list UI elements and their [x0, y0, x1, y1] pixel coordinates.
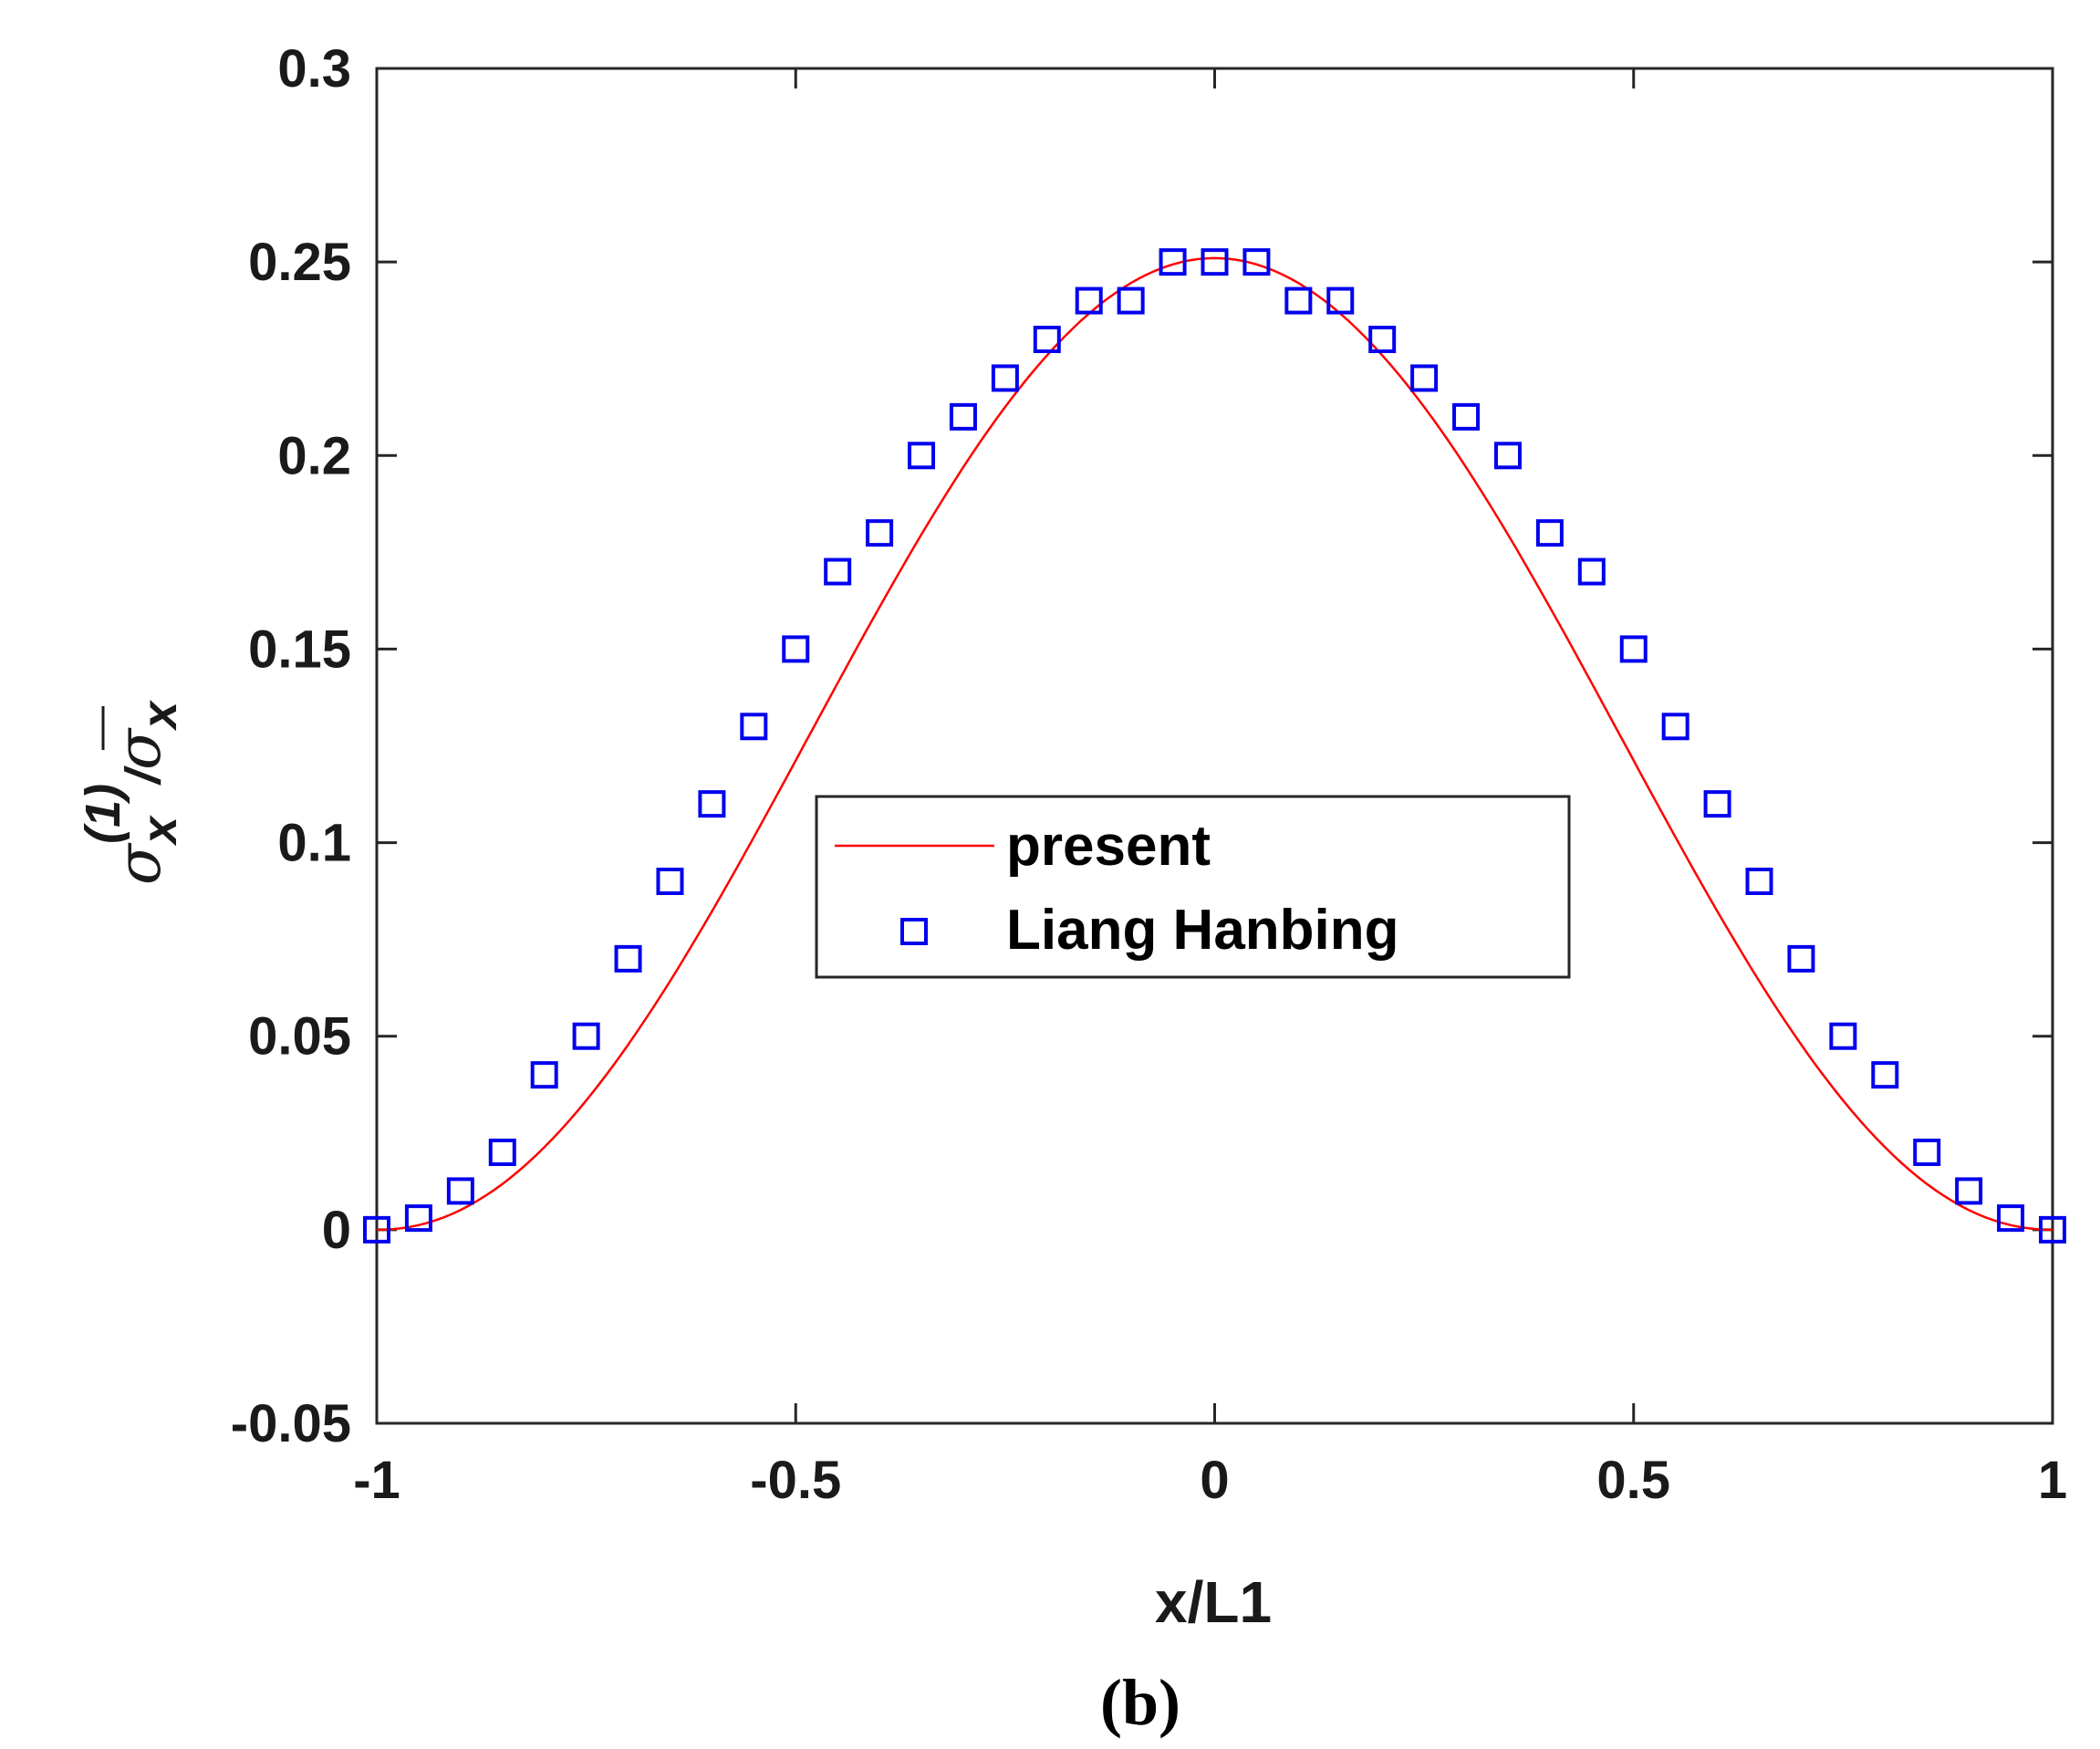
marker-liang-hanbing: [1787, 944, 1815, 973]
ylabel-subscript-2: x: [132, 700, 187, 732]
marker-liang-hanbing: [488, 1139, 516, 1166]
y-tick-label: 0.1: [277, 814, 351, 873]
x-tick-label: 0: [1200, 1451, 1229, 1510]
marker-liang-hanbing: [404, 1204, 432, 1233]
y-tick-label: 0.25: [248, 233, 351, 292]
marker-liang-hanbing: [1577, 557, 1606, 586]
marker-liang-hanbing: [363, 1215, 390, 1244]
marker-liang-hanbing: [1871, 1061, 1899, 1089]
marker-liang-hanbing: [1033, 326, 1061, 353]
marker-liang-hanbing: [1075, 286, 1103, 315]
ylabel-slash: /: [116, 765, 171, 786]
marker-liang-hanbing: [1619, 635, 1648, 663]
marker-liang-hanbing: [740, 713, 768, 741]
marker-liang-hanbing: [949, 402, 977, 431]
figure-caption: (b): [1100, 1666, 1180, 1739]
y-tick-label: 0.05: [248, 1007, 351, 1067]
marker-liang-hanbing: [824, 557, 852, 586]
ylabel-symbol-2: σ: [104, 727, 174, 770]
marker-liang-hanbing: [1997, 1204, 2025, 1233]
marker-liang-hanbing: [698, 790, 726, 818]
ylabel-subscript: x: [132, 815, 187, 847]
marker-liang-hanbing: [1368, 326, 1397, 353]
marker-liang-hanbing: [1410, 364, 1439, 392]
legend-label-present: present: [1006, 815, 1211, 878]
marker-liang-hanbing: [1661, 713, 1689, 741]
marker-liang-hanbing: [1493, 442, 1522, 470]
marker-liang-hanbing: [1913, 1139, 1941, 1166]
legend: present Liang Hanbing: [815, 795, 1571, 979]
marker-liang-hanbing: [1326, 286, 1355, 315]
x-axis-label: x/L1: [1155, 1569, 1272, 1635]
series-layer: [363, 248, 2066, 1244]
tick-labels: -1 -0.5 0 0.5 1 -0.05 0 0.05 0.1 0.15 0.2 0.25 0.3: [231, 39, 2067, 1510]
marker-liang-hanbing: [1201, 248, 1229, 276]
marker-liang-hanbing: [1829, 1022, 1857, 1050]
legend-marker-sample: [900, 918, 928, 945]
marker-liang-hanbing: [866, 519, 894, 547]
y-tick-label: 0.3: [277, 39, 351, 99]
marker-liang-hanbing: [1117, 286, 1145, 315]
y-tick-label: -0.05: [231, 1394, 351, 1453]
y-tick-label: 0.2: [277, 426, 351, 485]
legend-label-liang-hanbing: Liang Hanbing: [1006, 899, 1399, 962]
marker-liang-hanbing: [656, 868, 684, 895]
plot-area: -1 -0.5 0 0.5 1 -0.05 0 0.05 0.1 0.15 0.2 0.25 0.3: [231, 39, 2067, 1510]
y-tick-label: 0: [322, 1201, 351, 1260]
x-tick-label: -0.5: [750, 1451, 841, 1510]
marker-liang-hanbing: [614, 944, 642, 973]
x-tick-label: -1: [353, 1451, 400, 1510]
marker-liang-hanbing: [1284, 286, 1313, 315]
marker-liang-hanbing: [1242, 248, 1271, 276]
marker-liang-hanbing: [2039, 1215, 2066, 1244]
x-tick-label: 0.5: [1596, 1451, 1670, 1510]
ylabel-symbol: σ: [104, 842, 174, 885]
legend-box: [815, 795, 1571, 979]
marker-liang-hanbing: [572, 1022, 600, 1050]
marker-liang-hanbing: [908, 442, 936, 470]
marker-liang-hanbing: [530, 1061, 558, 1089]
marker-liang-hanbing: [1452, 402, 1481, 431]
marker-liang-hanbing: [1955, 1177, 1983, 1205]
y-tick-label: 0.15: [248, 619, 351, 679]
ylabel-superscript: (1): [76, 784, 130, 844]
x-tick-label: 1: [2038, 1451, 2067, 1510]
marker-liang-hanbing: [1535, 519, 1564, 547]
series-line-present: [376, 256, 2053, 1232]
marker-liang-hanbing: [1703, 790, 1731, 818]
marker-liang-hanbing: [1159, 248, 1187, 276]
marker-liang-hanbing: [991, 364, 1019, 392]
svg-text:σx(1)/σx: σx(1)/σx: [76, 700, 187, 885]
marker-liang-hanbing: [782, 635, 810, 663]
marker-liang-hanbing: [446, 1177, 474, 1205]
marker-liang-hanbing: [1745, 868, 1773, 895]
y-axis-label: σx(1)/σx: [76, 700, 187, 885]
